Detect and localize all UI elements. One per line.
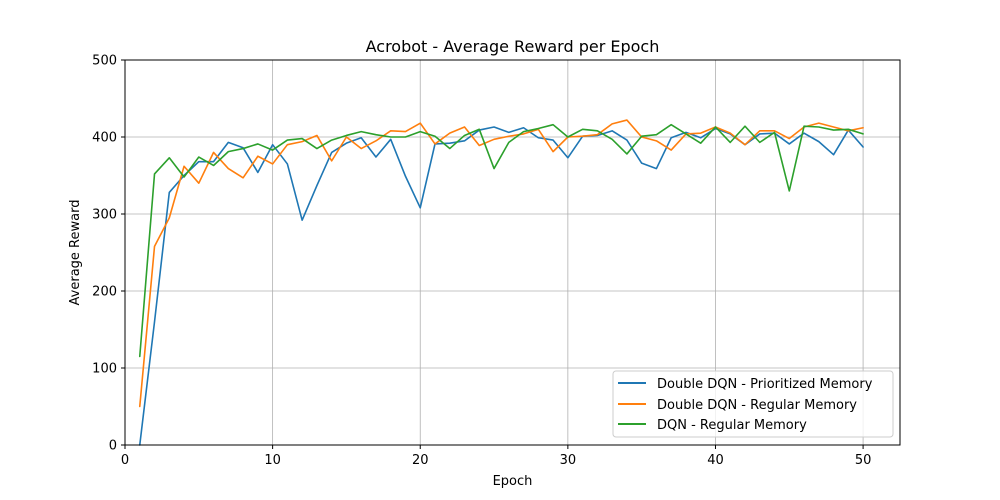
x-tick-label: 50 [855, 453, 872, 468]
series-lines [138, 119, 864, 446]
y-tick-label: 500 [92, 54, 117, 69]
y-tick-label: 400 [92, 131, 117, 146]
y-tick-label: 0 [109, 439, 117, 454]
x-tick-label: 30 [560, 453, 577, 468]
y-tick-label: 300 [92, 208, 117, 223]
chart-title: Acrobot - Average Reward per Epoch [366, 37, 660, 56]
y-tick-label: 100 [92, 362, 117, 377]
x-tick-label: 0 [121, 453, 129, 468]
legend-label-1: Double DQN - Regular Memory [657, 398, 857, 413]
x-tick-label: 10 [264, 453, 281, 468]
series-line-2 [138, 123, 864, 358]
plot-frame [124, 59, 901, 446]
legend: Double DQN - Prioritized Memory Double D… [612, 370, 894, 438]
x-axis-label: Epoch [493, 474, 533, 489]
x-tick-label: 20 [412, 453, 429, 468]
y-tick-label: 200 [92, 285, 117, 300]
legend-label-0: Double DQN - Prioritized Memory [657, 377, 873, 392]
legend-box [612, 370, 894, 438]
series-line-1 [138, 119, 864, 408]
x-tick-label: 40 [707, 453, 724, 468]
legend-label-2: DQN - Regular Memory [657, 418, 807, 433]
y-axis-label: Average Reward [68, 200, 83, 306]
